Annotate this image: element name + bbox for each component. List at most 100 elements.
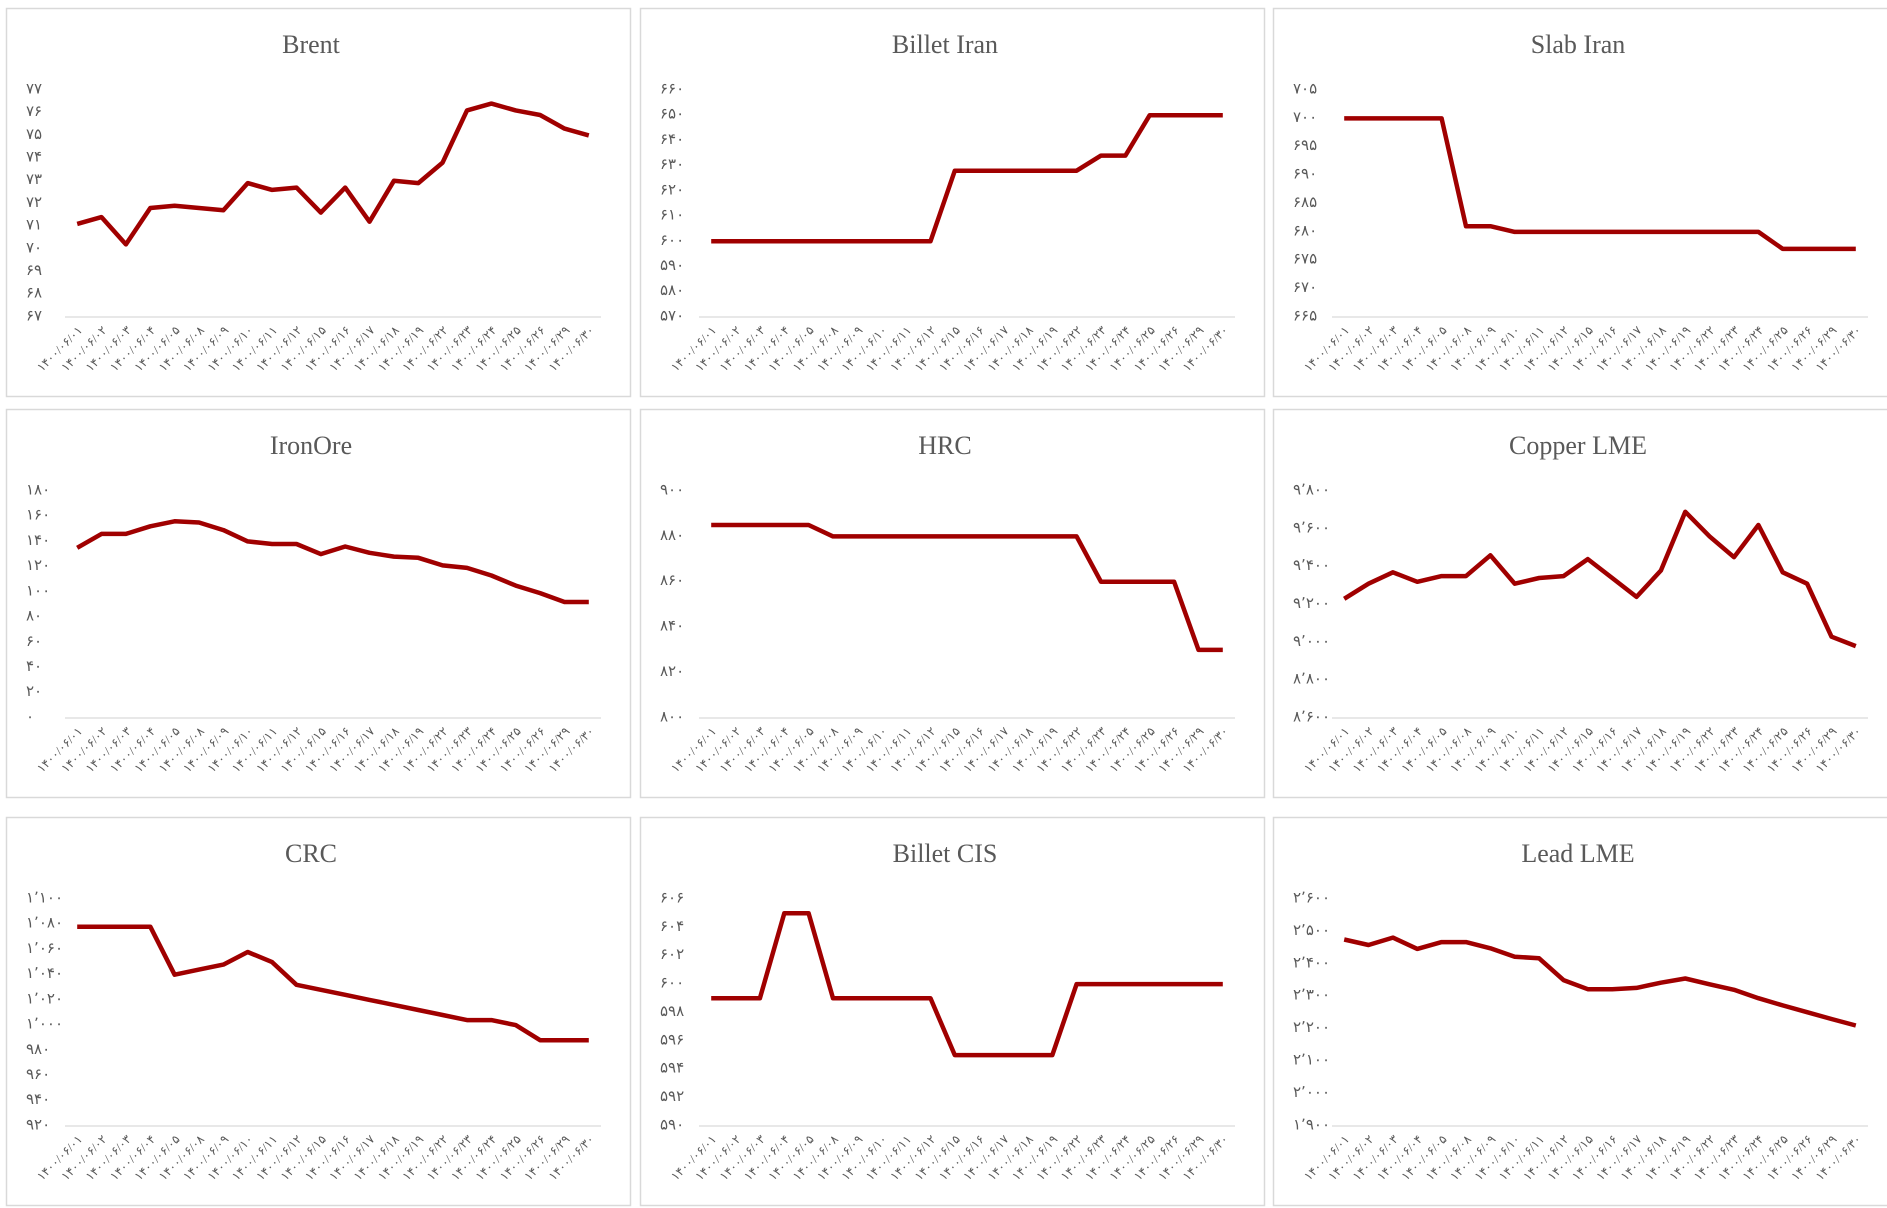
chart-title: Slab Iran bbox=[1531, 30, 1626, 59]
y-tick-label: ۶۸۰ bbox=[1293, 223, 1317, 239]
y-tick-label: ۶۸ bbox=[26, 286, 42, 302]
y-tick-label: ۶۷ bbox=[26, 308, 42, 324]
y-tick-label: ۶۲۰ bbox=[660, 182, 684, 198]
y-tick-label: ۱٬۰۲۰ bbox=[26, 991, 63, 1007]
y-tick-label: ۹۴۰ bbox=[26, 1092, 50, 1108]
y-tick-label: ۶۰۰ bbox=[660, 233, 684, 249]
y-tick-label: ۹٬۶۰۰ bbox=[1293, 520, 1330, 536]
y-tick-label: ۱٬۰۸۰ bbox=[26, 916, 63, 932]
y-tick-label: ۶۷۰ bbox=[1293, 280, 1317, 296]
y-tick-label: ۹۶۰ bbox=[26, 1067, 50, 1083]
y-tick-label: ۶۳۰ bbox=[660, 157, 684, 173]
chart-title: CRC bbox=[285, 839, 337, 868]
y-tick-label: ۷۱ bbox=[26, 218, 42, 234]
y-tick-label: ۹٬۴۰۰ bbox=[1293, 558, 1330, 574]
y-tick-label: ۶۶۰ bbox=[660, 81, 684, 97]
y-tick-label: ۷۰۰ bbox=[1293, 110, 1317, 126]
y-tick-label: ۷۵ bbox=[26, 127, 42, 143]
y-tick-label: ۷۴ bbox=[26, 150, 42, 166]
y-tick-label: ۲٬۴۰۰ bbox=[1293, 955, 1330, 971]
y-tick-label: ۶۸۵ bbox=[1293, 195, 1317, 211]
y-tick-label: ۲٬۱۰۰ bbox=[1293, 1053, 1330, 1069]
y-tick-label: ۸٬۶۰۰ bbox=[1293, 709, 1330, 725]
y-tick-label: ۷۳ bbox=[26, 172, 42, 188]
y-tick-label: ۸۰۰ bbox=[660, 709, 684, 725]
chart-panel bbox=[639, 7, 1266, 398]
y-tick-label: ۷۰ bbox=[26, 240, 42, 256]
y-tick-label: ۱٬۰۴۰ bbox=[26, 966, 63, 982]
y-tick-label: ۱٬۰۶۰ bbox=[26, 941, 63, 957]
y-tick-label: ۱۴۰ bbox=[26, 533, 50, 549]
y-tick-label: ۸۴۰ bbox=[660, 619, 684, 635]
y-tick-label: ۶۰۲ bbox=[660, 947, 684, 963]
price-line bbox=[1343, 509, 1857, 649]
y-tick-label: ۵۹۲ bbox=[660, 1089, 684, 1105]
chart-title: Billet Iran bbox=[892, 30, 998, 59]
y-tick-label: ۹٬۰۰۰ bbox=[1293, 634, 1330, 650]
y-tick-label: ۱۸۰ bbox=[26, 482, 50, 498]
chart-panel bbox=[1272, 408, 1887, 799]
y-tick-label: ۶۰۴ bbox=[660, 919, 684, 935]
y-tick-label: ۸۲۰ bbox=[660, 664, 684, 680]
price-line bbox=[711, 522, 1223, 653]
y-tick-label: ۹۸۰ bbox=[26, 1042, 50, 1058]
y-tick-label: ۶۹ bbox=[26, 263, 42, 279]
y-tick-label: ۹٬۲۰۰ bbox=[1293, 596, 1330, 612]
chart-panel bbox=[5, 7, 632, 398]
y-tick-label: ۱۶۰ bbox=[26, 508, 50, 524]
y-tick-label: ۲۰ bbox=[26, 684, 42, 700]
y-tick-label: ۱۲۰ bbox=[26, 558, 50, 574]
y-tick-label: ۶۷۵ bbox=[1293, 252, 1317, 268]
price-line bbox=[1343, 935, 1857, 1028]
y-tick-label: ۷۰۵ bbox=[1293, 81, 1317, 97]
y-tick-label: ۷۲ bbox=[26, 195, 42, 211]
y-tick-label: ۶۵۰ bbox=[660, 107, 684, 123]
y-tick-label: ۷۶ bbox=[26, 104, 42, 120]
y-tick-label: ۸۶۰ bbox=[660, 573, 684, 589]
y-tick-label: ۹۲۰ bbox=[26, 1117, 50, 1133]
y-tick-label: ۵۹۴ bbox=[660, 1061, 684, 1077]
chart-panel bbox=[1272, 816, 1887, 1207]
y-tick-label: ۸۸۰ bbox=[660, 528, 684, 544]
y-tick-label: ۸۰ bbox=[26, 609, 42, 625]
chart-panel bbox=[639, 408, 1266, 799]
y-tick-label: ۶۰۰ bbox=[660, 976, 684, 992]
price-line bbox=[77, 924, 589, 1043]
price-line bbox=[76, 519, 589, 605]
y-tick-label: ۶۶۵ bbox=[1293, 308, 1317, 324]
chart-title: HRC bbox=[918, 431, 971, 460]
y-tick-label: ۵۹۰ bbox=[660, 258, 684, 274]
y-tick-label: ۴۰ bbox=[26, 659, 42, 675]
chart-panel bbox=[5, 408, 632, 799]
price-line bbox=[711, 112, 1223, 244]
y-tick-label: ۵۷۰ bbox=[660, 308, 684, 324]
y-tick-label: ۱٬۰۰۰ bbox=[26, 1017, 63, 1033]
chart-title: Lead LME bbox=[1521, 839, 1634, 868]
y-tick-label: ۶۹۰ bbox=[1293, 167, 1317, 183]
y-tick-label: ۶۰۶ bbox=[660, 890, 684, 906]
y-tick-label: ۶۴۰ bbox=[660, 132, 684, 148]
y-tick-label: ۲٬۲۰۰ bbox=[1293, 1020, 1330, 1036]
y-tick-label: ۱۰۰ bbox=[26, 583, 50, 599]
chart-panel bbox=[5, 816, 632, 1207]
y-tick-label: ۲٬۳۰۰ bbox=[1293, 988, 1330, 1004]
chart-title: IronOre bbox=[270, 431, 352, 460]
y-tick-label: ۶۹۵ bbox=[1293, 138, 1317, 154]
y-tick-label: ۶۰ bbox=[26, 634, 42, 650]
price-line bbox=[1344, 116, 1856, 252]
y-tick-label: ۷۷ bbox=[26, 81, 42, 97]
y-tick-label: ۶۱۰ bbox=[660, 208, 684, 224]
y-tick-label: ۵۹۶ bbox=[660, 1032, 684, 1048]
price-line bbox=[76, 101, 590, 247]
y-tick-label: ۸٬۸۰۰ bbox=[1293, 672, 1330, 688]
chart-title: Billet CIS bbox=[893, 839, 998, 868]
y-tick-label: ۲٬۰۰۰ bbox=[1293, 1085, 1330, 1101]
y-tick-label: ۱٬۱۰۰ bbox=[26, 890, 63, 906]
y-tick-label: ۱٬۹۰۰ bbox=[1293, 1117, 1330, 1133]
y-tick-label: ۹۰۰ bbox=[660, 482, 684, 498]
y-tick-label: ۵۹۰ bbox=[660, 1117, 684, 1133]
chart-panel bbox=[1272, 7, 1887, 398]
y-tick-label: ۵۸۰ bbox=[660, 283, 684, 299]
chart-title: Brent bbox=[282, 30, 341, 59]
